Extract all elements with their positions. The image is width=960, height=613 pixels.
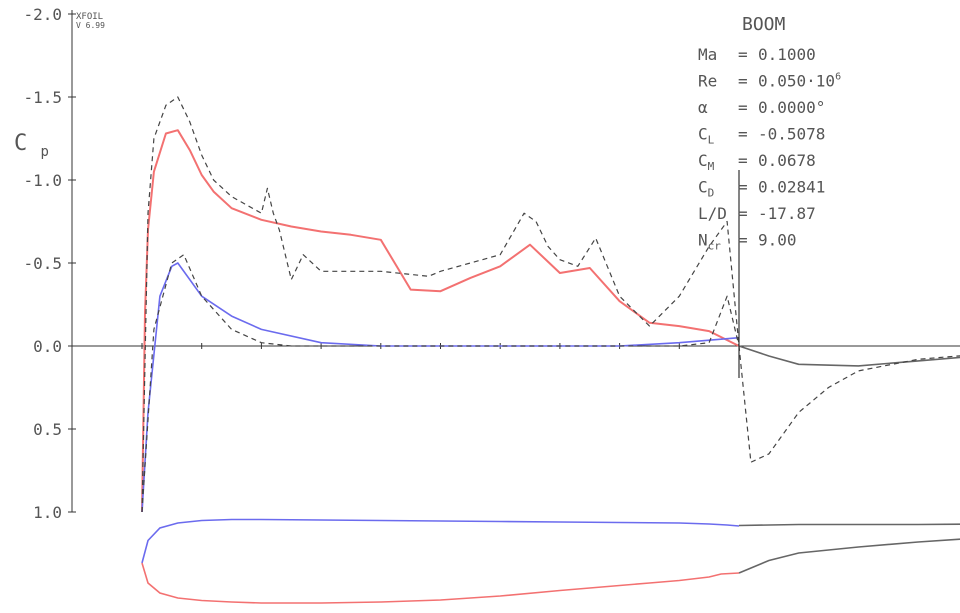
program-label: XFOIL [76,12,103,22]
param-equals: = [738,204,748,223]
version-label: V 6.99 [76,21,105,30]
param-equals: = [738,178,748,197]
series-inviscid-lower [141,254,740,513]
series-layer [141,96,960,513]
param-value: 0.0678 [758,151,816,170]
param-value: 0.050·106 [758,72,841,91]
y-tick-label: -2.0 [23,5,62,24]
param-name: α [698,98,708,117]
param-name: CL [698,125,715,147]
wake-upper [738,523,960,527]
param-value: 0.1000 [758,45,816,64]
param-equals: = [738,45,748,64]
series-inviscid-upper [141,96,740,513]
param-equals: = [738,151,748,170]
param-name: CD [698,178,714,200]
series-viscous-upper [141,129,740,513]
param-value: 0.0000° [758,98,825,117]
param-equals: = [738,98,748,117]
wake-lower [738,538,960,574]
series-viscous-lower [141,262,740,513]
airfoil-upper-surface [141,518,740,564]
y-tick-label: 0.5 [33,420,62,439]
y-axis-label-main: C [14,131,27,156]
airfoil-lower-surface [141,562,740,604]
param-name: CM [698,151,715,173]
y-tick-label: -0.5 [23,254,62,273]
series-inviscid-wake [738,345,960,463]
param-name: Ncr [698,231,721,253]
y-ticks: -2.0 -1.5 -1.0 -0.5 0.0 0.5 1.0 [23,5,76,522]
param-name: Re [698,72,717,91]
param-equals: = [738,125,748,144]
param-name: Ma [698,45,717,64]
y-tick-label: -1.0 [23,171,62,190]
param-equals: = [738,231,748,250]
y-axis-label-sub: p [41,144,49,160]
series-wake [738,345,960,367]
param-value: -17.87 [758,204,816,223]
airfoil-name: BOOM [742,14,786,35]
y-tick-label: -1.5 [23,88,62,107]
param-value: 0.02841 [758,178,825,197]
y-tick-label: 1.0 [33,503,62,522]
y-axis-label: C p [14,131,49,160]
param-equals: = [738,72,748,91]
param-name: L/D [698,204,727,223]
param-value: -0.5078 [758,125,825,144]
parameters-panel: Ma = 0.1000 Re = 0.050·106 α = 0.0000° CL = -0.5078… [698,45,841,253]
param-value: 9.00 [758,231,797,250]
y-tick-label: 0.0 [33,337,62,356]
airfoil-geometry [141,518,960,604]
